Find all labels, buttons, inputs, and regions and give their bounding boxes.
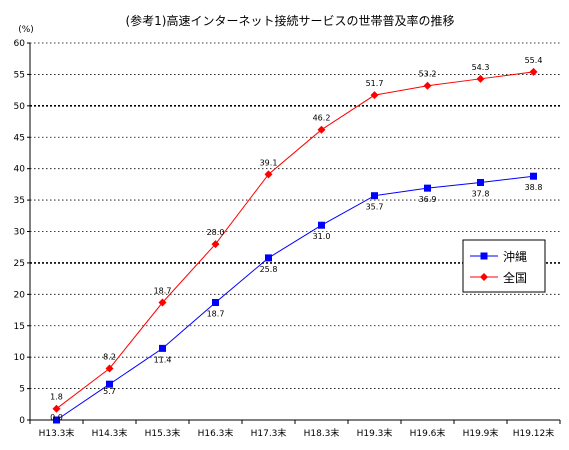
legend-label: 全国 xyxy=(503,270,527,285)
y-tick-label: 40 xyxy=(14,165,26,175)
y-tick-label: 35 xyxy=(14,196,25,206)
data-point xyxy=(530,172,537,180)
legend-marker xyxy=(480,252,488,260)
y-tick-label: 55 xyxy=(14,70,25,80)
y-axis-ticks: 0 5 10 15 20 25 30 35 40 45 50 55 60 xyxy=(14,39,30,426)
series-沖縄: 0.0 5.7 11.4 18.7 25.8 31.0 35.7 36.9 37.8 38.8 xyxy=(50,172,543,424)
y-tick-label: 50 xyxy=(14,102,26,112)
x-tick-label: H14.3末 xyxy=(92,427,128,439)
data-point xyxy=(529,67,538,76)
data-label: 25.8 xyxy=(260,265,278,274)
data-point xyxy=(105,364,114,373)
data-label: 31.0 xyxy=(313,232,331,241)
data-label: 28.0 xyxy=(207,228,225,237)
y-tick-label: 20 xyxy=(14,290,26,300)
y-tick-label: 30 xyxy=(14,228,26,238)
data-label: 1.8 xyxy=(50,393,63,402)
y-tick-label: 0 xyxy=(19,416,25,426)
data-label: 54.3 xyxy=(472,63,490,72)
data-label: 36.9 xyxy=(419,195,437,204)
data-point xyxy=(265,254,272,262)
data-label: 0.0 xyxy=(50,413,63,422)
data-label: 35.7 xyxy=(366,203,384,212)
x-axis-ticks: H13.3末 H14.3末 H15.3末 H16.3末 H17.3末 H18.3末 H19.… xyxy=(29,420,561,439)
x-tick-label: H19.3末 xyxy=(357,427,393,439)
legend-box xyxy=(462,239,546,293)
x-tick-label: H13.3末 xyxy=(39,427,75,439)
data-point xyxy=(370,91,379,100)
data-point xyxy=(106,380,113,388)
data-label: 53.2 xyxy=(419,70,437,79)
data-point xyxy=(317,125,326,134)
data-label: 37.8 xyxy=(472,189,490,198)
data-point xyxy=(476,74,485,83)
y-tick-label: 5 xyxy=(19,385,25,395)
y-tick-label: 45 xyxy=(14,133,25,143)
data-point xyxy=(318,221,325,229)
data-label: 18.7 xyxy=(207,310,225,319)
x-tick-label: H16.3末 xyxy=(198,427,234,439)
data-point xyxy=(53,416,60,424)
data-point xyxy=(371,192,378,200)
data-label: 51.7 xyxy=(366,79,384,88)
y-tick-label: 10 xyxy=(14,353,26,363)
gridlines xyxy=(30,42,560,389)
data-point xyxy=(159,344,166,352)
legend-label: 沖縄 xyxy=(503,249,527,264)
y-tick-label: 60 xyxy=(14,39,26,49)
series-line xyxy=(56,175,534,421)
data-label: 5.7 xyxy=(103,387,116,396)
data-label: 18.7 xyxy=(154,287,172,296)
data-label: 11.4 xyxy=(154,355,172,364)
series-group: 0.05.711.418.725.831.035.736.937.838.81.… xyxy=(50,56,542,424)
x-tick-label: H17.3末 xyxy=(251,427,287,439)
x-tick-label: H19.9末 xyxy=(463,427,499,439)
y-axis-label: (%) xyxy=(18,25,34,35)
data-point xyxy=(212,299,219,307)
y-tick-label: 25 xyxy=(14,259,25,269)
data-point xyxy=(211,240,220,249)
data-point xyxy=(424,184,431,192)
data-point xyxy=(264,170,273,179)
series-line xyxy=(56,71,534,410)
x-tick-label: H19.6末 xyxy=(410,427,446,439)
data-label: 39.1 xyxy=(260,158,278,167)
data-point xyxy=(423,81,432,90)
data-point xyxy=(52,404,61,413)
data-point xyxy=(158,298,167,307)
y-tick-label: 15 xyxy=(14,322,25,332)
data-point xyxy=(477,178,484,186)
series-全国: 1.8 8.2 18.7 28.0 39.1 46.2 51.7 53.2 54.3 55.4 xyxy=(50,56,542,413)
data-label: 8.2 xyxy=(103,352,116,361)
chart-title: (参考1)高速インターネット接続サービスの世帯普及率の推移 xyxy=(125,13,454,28)
data-label: 38.8 xyxy=(525,183,543,192)
data-label: 55.4 xyxy=(525,56,543,65)
data-label: 46.2 xyxy=(313,114,331,123)
x-tick-label: H19.12末 xyxy=(513,427,555,439)
x-tick-label: H15.3末 xyxy=(145,427,181,439)
legend-marker xyxy=(480,273,488,281)
x-tick-label: H18.3末 xyxy=(304,427,340,439)
